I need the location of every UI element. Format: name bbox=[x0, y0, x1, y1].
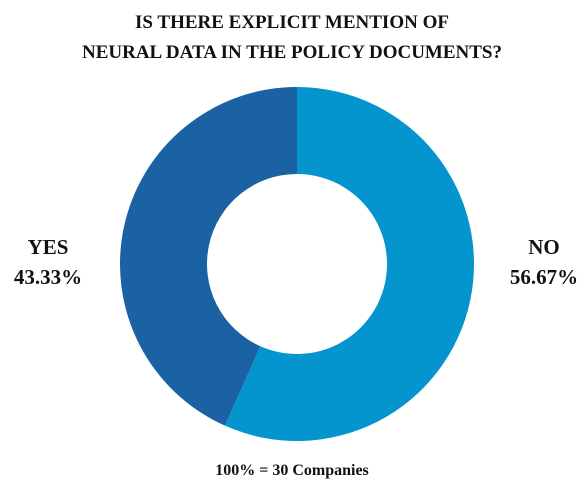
slice-label-no: NO 56.67% bbox=[504, 232, 584, 292]
donut-slice-no bbox=[224, 87, 474, 441]
slice-label-no-value: 56.67% bbox=[509, 265, 579, 289]
chart-footnote: 100% = 30 Companies bbox=[215, 462, 369, 479]
chart-title-line-1: IS THERE EXPLICIT MENTION OF bbox=[135, 12, 449, 33]
donut-slice-yes bbox=[119, 87, 297, 426]
chart-title-line-2: NEURAL DATA IN THE POLICY DOCUMENTS? bbox=[82, 42, 502, 63]
slice-label-yes-name: YES bbox=[27, 235, 69, 259]
slice-label-yes: YES 43.33% bbox=[0, 232, 96, 292]
slice-label-no-name: NO bbox=[528, 235, 560, 259]
slice-label-yes-value: 43.33% bbox=[13, 265, 83, 289]
chart-title: IS THERE EXPLICIT MENTION OF NEURAL DATA… bbox=[0, 8, 584, 68]
